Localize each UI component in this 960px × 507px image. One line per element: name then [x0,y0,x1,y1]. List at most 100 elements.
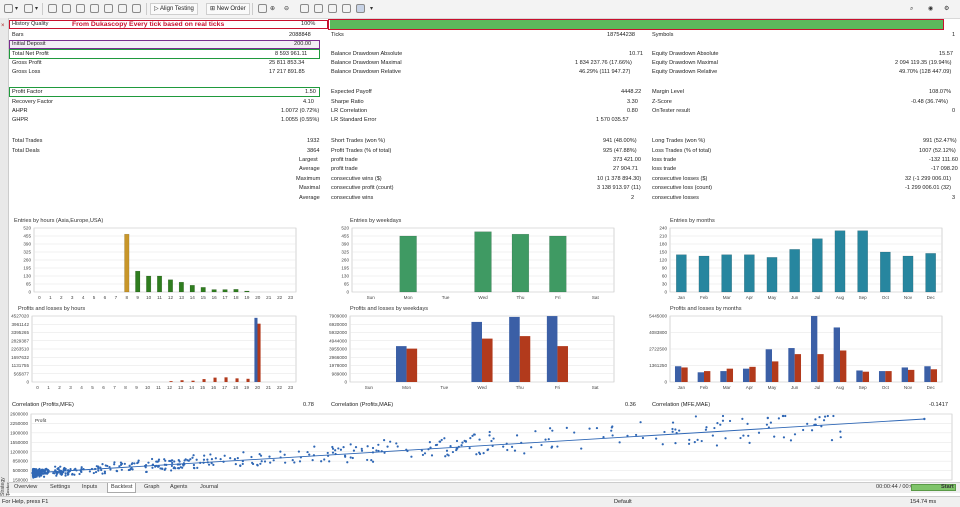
tab-journal[interactable]: Journal [200,484,219,490]
autoscroll-icon[interactable] [340,2,353,15]
new-order-button[interactable]: ⊞ New Order [206,3,250,15]
tab-graph[interactable]: Graph [144,484,160,490]
scatter-point [435,443,439,446]
x-tick-1: 1 [47,385,50,390]
scatter-point [551,429,554,432]
scatter-point [420,449,423,452]
scatter-point [473,433,476,436]
maximum-row: Maximum consecutive wins ($) 10 (1 378 8… [9,175,959,184]
cursor-icon[interactable] [102,2,115,15]
x-tick-20: 20 [255,385,261,390]
grid-icon[interactable] [298,2,311,15]
average-label: Average [299,166,320,172]
bar-chart-icon[interactable] [60,2,73,15]
c1-y-tick: 195 [23,266,31,271]
quality-bar-highlight [328,19,944,30]
trendline-icon[interactable] [130,2,143,15]
scatter-point [826,414,829,418]
x-tick-May: May [768,385,777,390]
close-icon[interactable]: × [1,23,5,29]
scatter-point [513,449,517,452]
candle-icon[interactable] [74,2,87,15]
entry-bar-14 [189,285,195,293]
c2-y-tick: 0 [346,290,349,295]
scatter-point [781,414,784,418]
tile-icon[interactable] [256,2,269,15]
scroll-icon[interactable] [312,2,325,15]
calendar-icon[interactable]: ▾ [22,2,38,15]
strategy-tester-side-tab[interactable]: Strategy Tester × [0,18,12,496]
zoom-in-icon[interactable]: ⊕ [270,5,276,12]
tab-settings[interactable]: Settings [50,484,71,490]
entry-bar-Fri [549,235,567,293]
c3-y-tick: 210 [659,234,667,239]
search-icon[interactable]: ⌕ [910,5,914,12]
tab-backtest[interactable]: Backtest [107,483,137,493]
profit-bar-20 [254,317,258,382]
crosshair-icon[interactable] [116,2,129,15]
tester-tabs: Overview Settings Inputs Backtest Graph … [9,482,960,493]
entry-bar-9 [135,270,141,293]
loss-bar-15 [202,379,206,382]
x-tick-Feb: Feb [700,385,708,390]
entry-bar-19 [244,290,250,293]
scatter-point [430,454,434,457]
scatter-point [31,468,35,471]
scatter-point [256,464,259,467]
c5-y-tick: 6920000 [329,322,347,327]
loss-bar-Fri [557,346,568,382]
scatter-point [128,464,131,467]
scatter-point [97,469,100,472]
x-tick-23: 23 [288,385,294,390]
largest-loss-value: -132 111.60 [929,157,959,163]
scatter-y-tick: 2250000 [10,421,28,426]
align-testing-button[interactable]: ▷ Align Testing [150,3,198,15]
x-tick-20: 20 [255,295,261,300]
scatter-point [298,460,302,463]
scatter-point [259,462,262,465]
scatter-point [108,465,111,469]
scatter-point [478,438,481,441]
list-icon[interactable] [46,2,59,15]
x-tick-Oct: Oct [882,385,890,390]
tab-agents[interactable]: Agents [170,484,188,490]
scatter-point [196,466,199,469]
gross-profit-value: 25 811 853.34 [269,60,305,66]
short-trades-label: Short Trades (won %) [331,138,386,144]
dropdown-icon[interactable]: ▾ [2,2,18,15]
x-tick-0: 0 [38,295,41,300]
scatter-point [421,453,425,457]
c1-y-tick: 260 [23,258,31,263]
scatter-point [97,465,100,468]
c6-y-tick: 4083800 [649,330,667,335]
x-tick-15: 15 [200,385,206,390]
profit-bar-May [765,349,772,382]
x-tick-Aug: Aug [836,385,845,390]
scatter-point [671,421,675,424]
chart-shift-icon[interactable] [354,2,367,15]
x-tick-3: 3 [71,295,74,300]
scatter-point [747,434,750,437]
settings-icon[interactable]: ⚙ [944,5,950,12]
tab-overview[interactable]: Overview [14,484,38,490]
scatter-point [371,446,375,450]
tab-inputs[interactable]: Inputs [82,484,98,490]
scatter-point [782,436,786,439]
x-tick-12: 12 [167,385,173,390]
scatter-point [765,423,769,426]
shift-icon[interactable] [326,2,339,15]
entry-bar-Sep [857,230,868,293]
z-score-value: -0.48 (36.74%) [911,99,949,105]
x-tick-Nov: Nov [904,295,913,300]
scatter-point [131,468,134,471]
line-chart-icon[interactable] [88,2,101,15]
weekday-entries-title: Entries by weekdays [350,218,402,224]
scatter-point [207,463,211,466]
equity-dd-abs-value: 15.57 [939,51,953,57]
zoom-out-icon[interactable]: ⊖ [284,5,290,12]
start-button[interactable]: Start [941,484,954,490]
account-icon[interactable]: ◉ [928,5,934,12]
hours-pl-chart: 4527020396114233952652829387226351016976… [11,314,297,390]
more-icon[interactable]: ▾ [370,5,374,12]
x-tick-Feb: Feb [700,295,708,300]
